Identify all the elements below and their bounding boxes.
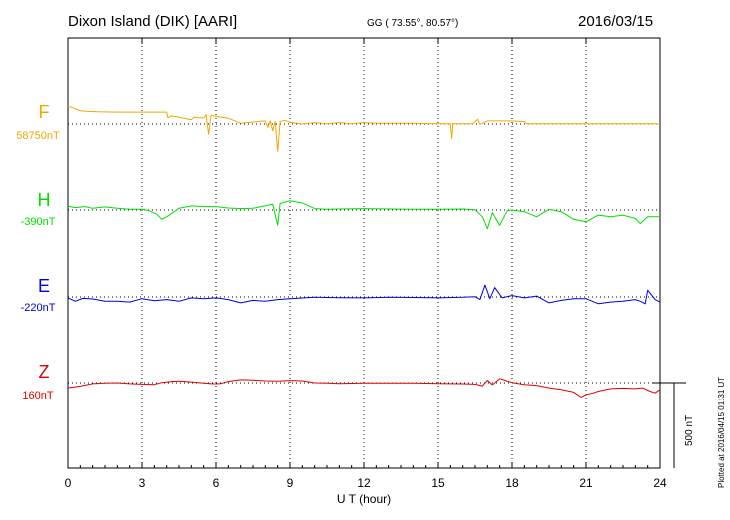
- scale-bar-label: 500 nT: [684, 415, 695, 446]
- baseline-value-e: -220nT: [21, 302, 56, 314]
- x-tick-label: 0: [65, 476, 72, 490]
- station-title: Dixon Island (DIK) [AARI]: [68, 13, 237, 30]
- channel-labels: F 58750nT H -390nT E -220nT Z 160nT: [16, 102, 60, 402]
- x-tick-label: 15: [431, 476, 445, 490]
- series-line-f: [67, 105, 660, 152]
- baseline-value-h: -390nT: [21, 216, 56, 228]
- geographic-coordinates: GG ( 73.55°, 80.57°): [367, 18, 458, 29]
- channel-label-f: F: [39, 102, 50, 122]
- series-line-h: [67, 200, 660, 230]
- baseline-value-f: 58750nT: [16, 130, 60, 142]
- channel-label-h: H: [38, 190, 51, 210]
- x-tick-label: 6: [213, 476, 220, 490]
- x-axis-ticks: 0 3 6 9 12 15 18 21 24: [65, 38, 667, 490]
- plotted-timestamp: Plotted at 2016/04/15 01:31 UT: [717, 377, 726, 488]
- x-tick-label: 24: [653, 476, 667, 490]
- x-tick-label: 12: [357, 476, 371, 490]
- x-tick-label: 9: [287, 476, 294, 490]
- channel-label-z: Z: [39, 362, 50, 382]
- baseline-value-z: 160nT: [22, 390, 53, 402]
- x-tick-label: 3: [139, 476, 146, 490]
- x-axis-label: U T (hour): [337, 492, 391, 506]
- date-label: 2016/03/15: [578, 13, 653, 30]
- series-line-e: [67, 284, 661, 305]
- scale-bar: 500 nT: [652, 382, 695, 468]
- x-tick-label: 18: [505, 476, 519, 490]
- grid-lines: [68, 38, 660, 468]
- channel-label-e: E: [38, 276, 50, 296]
- x-tick-label: 21: [579, 476, 593, 490]
- series-line-z: [67, 378, 661, 398]
- series-lines: [67, 105, 661, 398]
